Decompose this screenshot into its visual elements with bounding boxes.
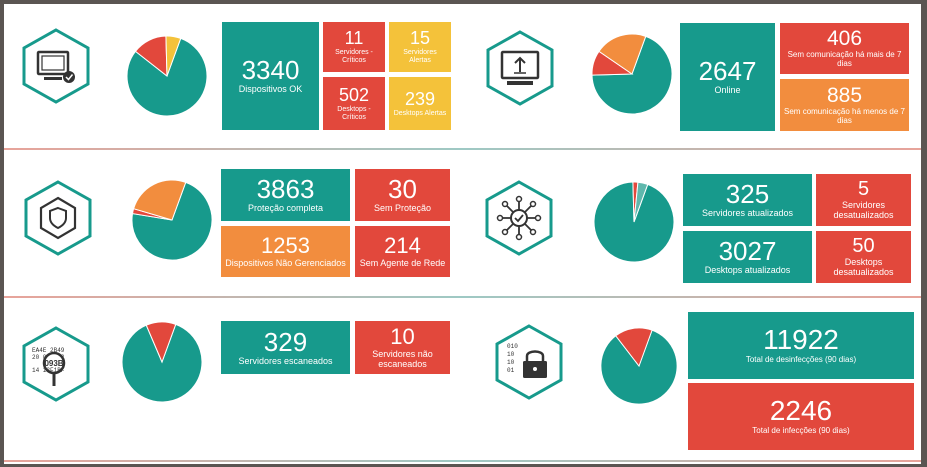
- no-communication-over-7-days-value: 406: [826, 27, 863, 51]
- unmanaged-devices-label: Dispositivos Não Gerenciados: [225, 257, 346, 268]
- servers-alerts-label: Servidores Alertas: [403, 49, 437, 64]
- devices-ok-label: Dispositivos OK: [238, 84, 303, 95]
- servers-outdated-tile: 5 Servidores desatualizados: [816, 174, 911, 226]
- pie-slice: [133, 179, 187, 221]
- scan-status-pie-chart: [121, 321, 203, 403]
- network-check-icon: [485, 180, 553, 256]
- disinfections-label: Total de desinfecções (90 dias): [745, 355, 857, 365]
- desktops-updated-label: Desktops atualizados: [704, 265, 791, 276]
- servers-outdated-label: Servidores desatualizados: [833, 200, 894, 220]
- disinfections-value: 11922: [763, 324, 839, 356]
- servers-scanned-tile: 329 Servidores escaneados: [221, 321, 350, 374]
- servers-outdated-value: 5: [857, 178, 870, 201]
- communication-status-pie-chart: [591, 33, 673, 115]
- no-network-agent-value: 214: [384, 232, 421, 258]
- binary-line-1: 010: [507, 343, 518, 350]
- no-protection-tile: 30 Sem Proteção: [355, 169, 450, 221]
- infections-value: 2246: [769, 395, 833, 427]
- devices-ok-value: 3340: [241, 55, 300, 86]
- monitor-upload-icon: [486, 30, 554, 106]
- section-divider: [4, 148, 921, 150]
- no-communication-under-7-days-tile: 885 Sem comunicação há menos de 7 dias: [780, 79, 909, 131]
- desktops-critical-label: Desktops - Críticos: [337, 105, 371, 121]
- unmanaged-devices-tile: 1253 Dispositivos Não Gerenciados: [221, 226, 350, 277]
- no-communication-over-7-days-label: Sem comunicação há mais de 7 dias: [787, 50, 902, 68]
- desktops-alerts-label: Desktops Alertas: [393, 109, 447, 117]
- scan-hex-line-1: EA4E 2B49: [32, 347, 65, 354]
- binary-line-3: 10: [507, 359, 515, 366]
- desktops-alerts-tile: 239 Desktops Alertas: [389, 77, 451, 130]
- servers-scanned-label: Servidores escaneados: [238, 355, 333, 366]
- desktops-updated-tile: 3027 Desktops atualizados: [683, 231, 812, 283]
- update-status-pie-chart: [593, 181, 675, 263]
- binary-line-4: 01: [507, 367, 515, 374]
- desktops-critical-value: 502: [338, 84, 370, 105]
- pie-slice: [145, 321, 177, 364]
- no-protection-label: Sem Proteção: [373, 203, 432, 214]
- infections-tile: 2246 Total de infecções (90 dias): [688, 383, 914, 450]
- servers-not-scanned-value: 10: [390, 323, 415, 349]
- full-protection-value: 3863: [256, 174, 315, 205]
- no-communication-over-7-days-tile: 406 Sem comunicação há mais de 7 dias: [780, 23, 909, 74]
- no-network-agent-label: Sem Agente de Rede: [359, 257, 446, 268]
- servers-updated-value: 325: [725, 179, 770, 210]
- servers-not-scanned-label: Servidores não escaneados: [372, 348, 433, 369]
- pie-slice: [126, 37, 208, 117]
- disinfections-tile: 11922 Total de desinfecções (90 dias): [688, 312, 914, 379]
- full-protection-tile: 3863 Proteção completa: [221, 169, 350, 221]
- section-divider: [4, 296, 921, 298]
- servers-critical-label: Servidores - Críticos: [335, 49, 373, 64]
- servers-not-scanned-tile: 10 Servidores não escaneados: [355, 321, 450, 374]
- no-network-agent-tile: 214 Sem Agente de Rede: [355, 226, 450, 277]
- servers-updated-label: Servidores atualizados: [701, 208, 794, 219]
- desktops-outdated-tile: 50 Desktops desatualizados: [816, 231, 911, 283]
- infections-label: Total de infecções (90 dias): [752, 426, 850, 436]
- devices-ok-tile: 3340 Dispositivos OK: [222, 22, 319, 130]
- scan-hex-line-3: 14 13F1BF: [32, 367, 65, 374]
- dashboard-board: 3340 Dispositivos OK 11 Servidores - Crí…: [4, 4, 921, 464]
- unmanaged-devices-value: 1253: [261, 232, 310, 258]
- online-value: 2647: [698, 56, 757, 87]
- pie-slice: [598, 33, 647, 75]
- no-communication-under-7-days-value: 885: [826, 83, 863, 107]
- desktops-updated-value: 3027: [718, 236, 777, 267]
- pie-slice: [615, 327, 653, 367]
- shield-cube-icon: [24, 180, 92, 256]
- servers-critical-tile: 11 Servidores - Críticos: [323, 22, 385, 72]
- desktops-outdated-label: Desktops desatualizados: [833, 257, 894, 277]
- scan-hex-magnified: 093B: [44, 359, 63, 368]
- pie-slice: [591, 35, 673, 115]
- binary-line-2: 10: [507, 351, 515, 358]
- servers-updated-tile: 325 Servidores atualizados: [683, 174, 812, 226]
- section-divider: [4, 460, 921, 462]
- monitor-check-icon: [22, 28, 90, 104]
- full-protection-label: Proteção completa: [247, 203, 324, 214]
- pie-slice: [131, 181, 213, 261]
- pie-slice: [633, 181, 649, 223]
- desktops-alerts-value: 239: [404, 88, 436, 109]
- protection-status-pie-chart: [131, 179, 213, 261]
- servers-critical-value: 11: [344, 28, 364, 49]
- online-tile: 2647 Online: [680, 23, 775, 131]
- no-communication-under-7-days-label: Sem comunicação há menos de 7 dias: [784, 106, 905, 125]
- desktops-critical-tile: 502 Desktops - Críticos: [323, 77, 385, 130]
- devices-status-pie-chart: [126, 35, 208, 117]
- servers-alerts-value: 15: [409, 28, 431, 49]
- binary-lock-icon: 010 10 10 01: [495, 324, 563, 400]
- pie-slice: [165, 35, 182, 77]
- no-protection-value: 30: [388, 174, 417, 205]
- infection-status-pie-chart: [600, 327, 678, 405]
- servers-alerts-tile: 15 Servidores Alertas: [389, 22, 451, 72]
- servers-scanned-value: 329: [263, 326, 308, 357]
- online-label: Online: [714, 85, 741, 96]
- pie-slice: [600, 329, 678, 405]
- magnifier-scan-icon: EA4E 2B49 20 0 4E 2 093B 14 13F1BF: [22, 326, 90, 402]
- desktops-outdated-value: 50: [852, 235, 875, 258]
